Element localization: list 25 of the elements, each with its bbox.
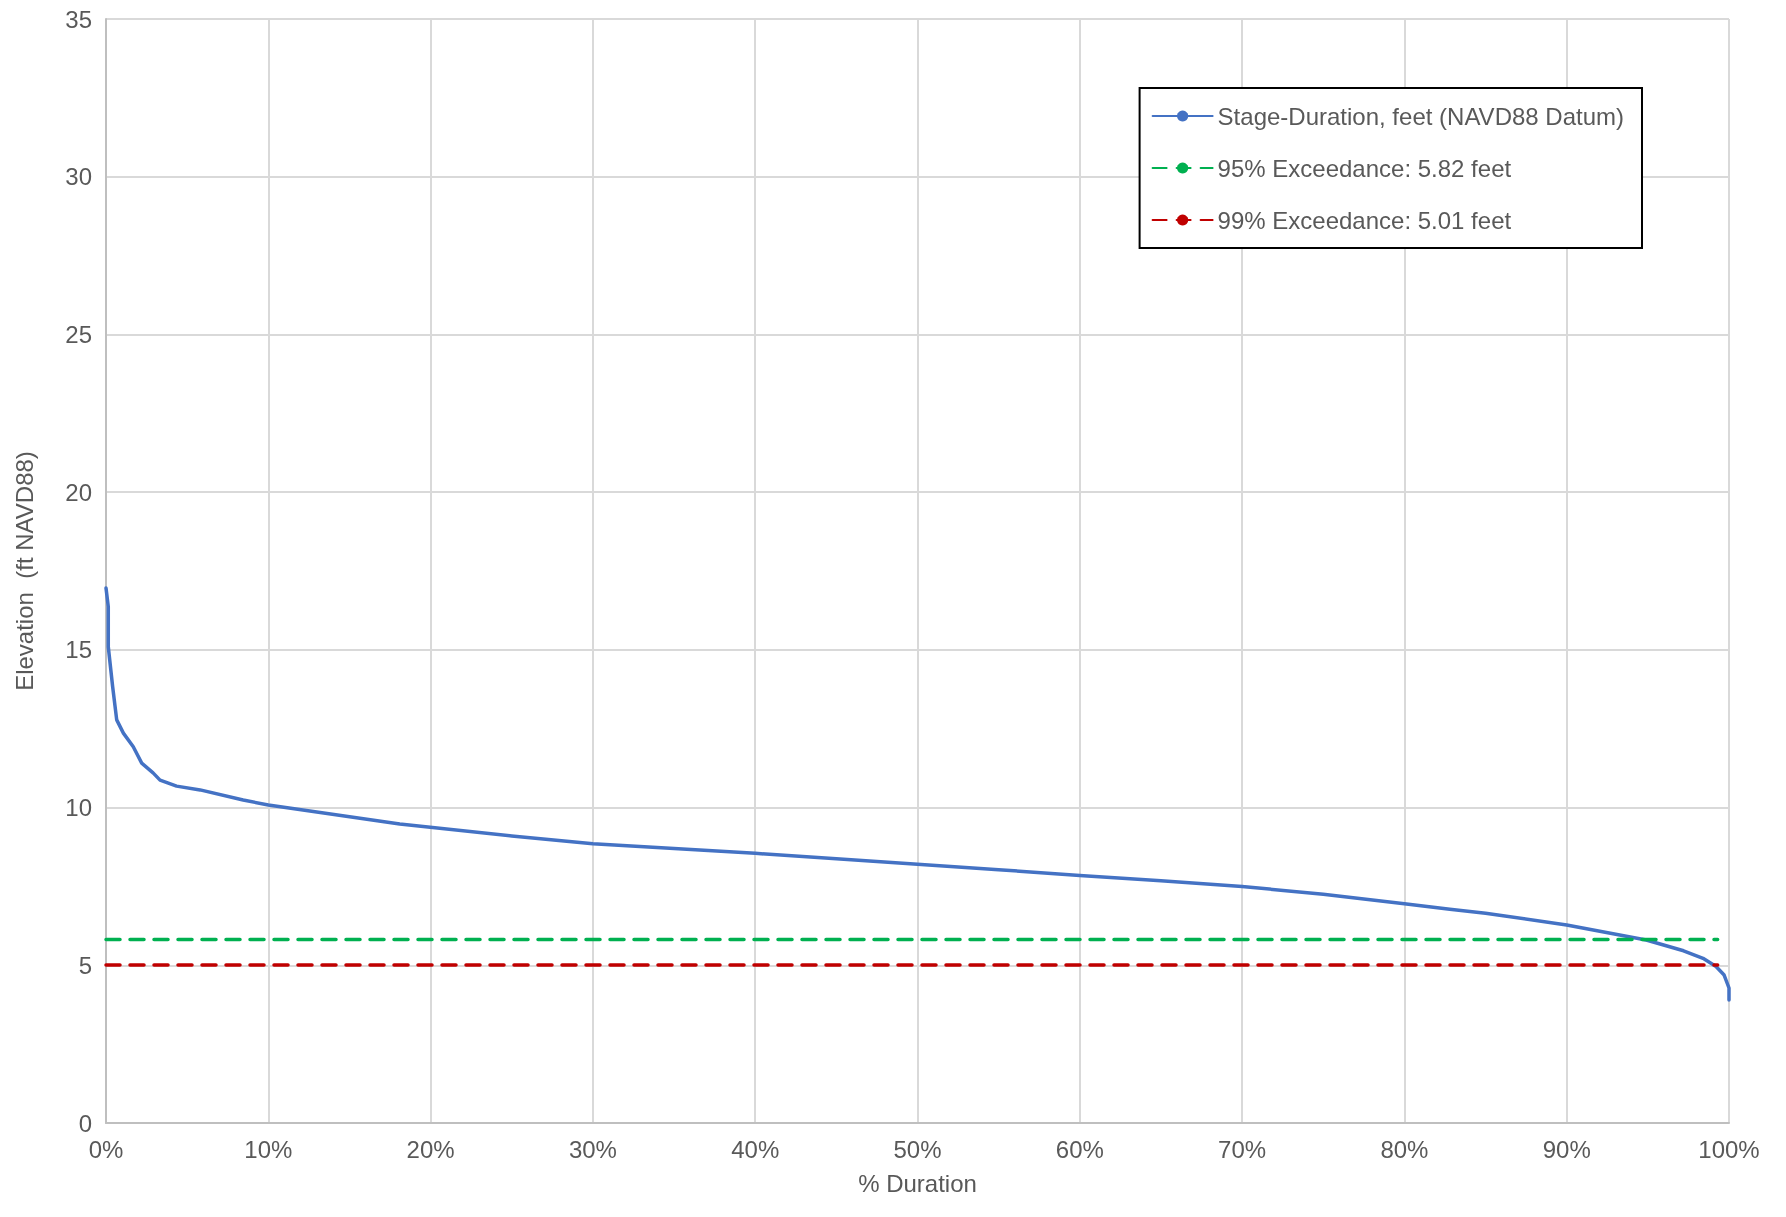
x-tick-label: 10%: [244, 1135, 293, 1163]
x-axis-title: % Duration: [858, 1169, 977, 1197]
legend-label: 95% Exceedance: 5.82 feet: [1217, 154, 1512, 182]
y-tick-label: 10: [65, 794, 92, 822]
x-tick-label: 0%: [88, 1135, 124, 1163]
x-tick-label: 50%: [893, 1135, 942, 1163]
x-tick-label: 60%: [1055, 1135, 1104, 1163]
legend-label: 99% Exceedance: 5.01 feet: [1217, 206, 1512, 234]
y-tick-label: 30: [65, 163, 92, 191]
y-tick-label: 25: [65, 320, 92, 348]
y-tick-label: 15: [65, 636, 92, 664]
y-axis-title: Elevation (ft NAVD88): [10, 451, 38, 691]
y-tick-label: 0: [78, 1109, 92, 1137]
x-tick-label: 100%: [1698, 1135, 1760, 1163]
y-tick-label: 5: [78, 951, 92, 979]
x-tick-label: 80%: [1380, 1135, 1429, 1163]
x-tick-label: 70%: [1218, 1135, 1267, 1163]
x-tick-label: 40%: [731, 1135, 780, 1163]
x-tick-label: 30%: [568, 1135, 617, 1163]
legend-label: Stage-Duration, feet (NAVD88 Datum): [1217, 102, 1625, 130]
y-tick-label: 20: [65, 478, 92, 506]
line-series: [104, 586, 1731, 1002]
y-tick-label: 35: [65, 5, 92, 33]
x-tick-label: 90%: [1542, 1135, 1591, 1163]
x-tick-label: 20%: [406, 1135, 455, 1163]
